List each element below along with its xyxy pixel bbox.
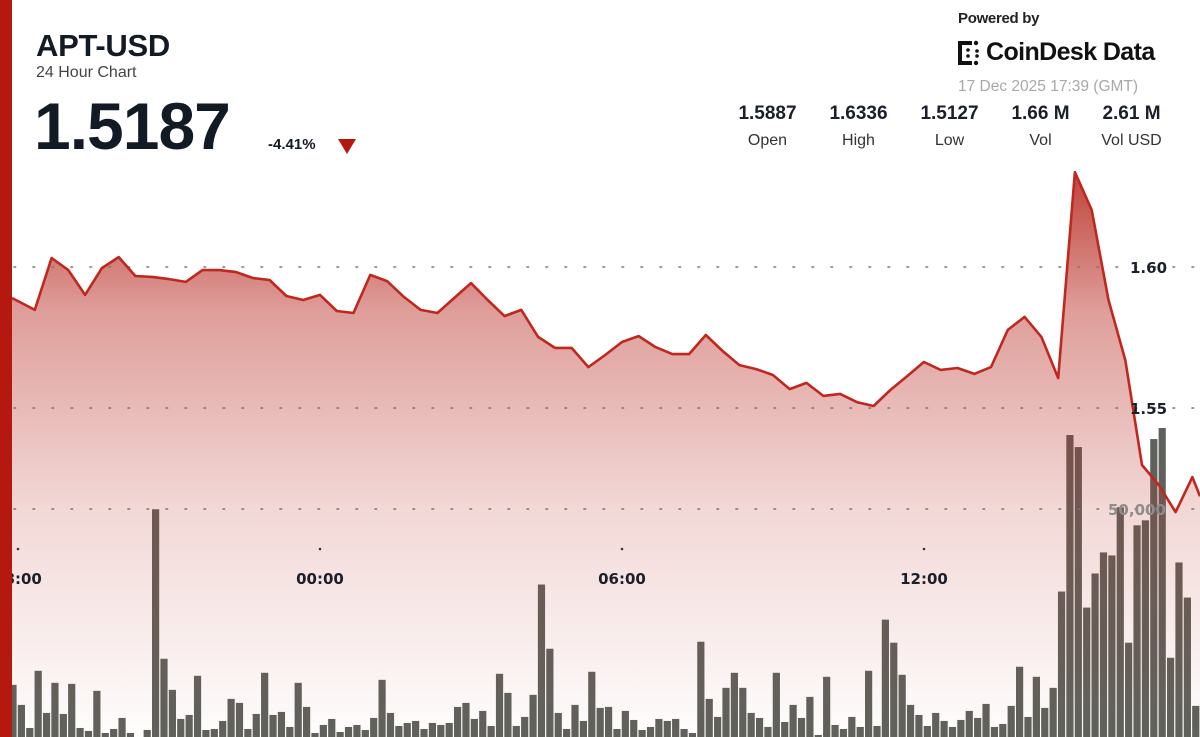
x-axis-ticks — [16, 547, 926, 551]
coindesk-logo-icon — [958, 40, 979, 65]
x-tick-label-12: 12:00 — [900, 570, 948, 588]
chart-subtitle: 24 Hour Chart — [36, 64, 137, 81]
x-tick-mark — [318, 547, 322, 551]
price-area — [12, 172, 1200, 737]
stat-label: Open — [747, 132, 788, 149]
stat-value: 1.66 M — [1011, 103, 1070, 124]
stat-value: 1.5887 — [738, 103, 797, 124]
stat-value: 1.5127 — [920, 103, 979, 124]
y-tick-label-1.55: 1.55 — [1130, 400, 1167, 418]
grid-lines — [13, 266, 1200, 510]
stat-open: 1.5887 Open — [722, 103, 813, 150]
stat-vol-usd: 2.61 M Vol USD — [1086, 103, 1177, 150]
powered-by-label: Powered by — [958, 10, 1040, 27]
current-price: 1.5187 — [34, 89, 231, 163]
stat-high: 1.6336 High — [813, 103, 904, 150]
price-change: -4.41% — [268, 136, 316, 153]
x-tick-mark — [922, 547, 926, 551]
stat-label: Vol — [1029, 132, 1052, 149]
x-tick-mark — [620, 547, 624, 551]
stat-value: 2.61 M — [1102, 103, 1161, 124]
stats-row: 1.5887 Open 1.6336 High 1.5127 Low 1.66 M Vo… — [722, 103, 1177, 150]
stat-low: 1.5127 Low — [904, 103, 995, 150]
down-triangle-icon — [338, 139, 356, 154]
accent-bar — [0, 0, 12, 737]
volume-tick-label: 50,000 — [1108, 501, 1166, 519]
stat-vol: 1.66 M Vol — [995, 103, 1086, 150]
symbol-title: APT-USD — [36, 28, 170, 63]
stat-label: Low — [934, 132, 965, 149]
logo-text: CoinDesk Data — [986, 38, 1155, 66]
stat-value: 1.6336 — [829, 103, 888, 124]
price-line — [11, 170, 1200, 514]
timestamp: 17 Dec 2025 17:39 (GMT) — [958, 78, 1139, 95]
stat-label: Vol USD — [1101, 132, 1162, 149]
coindesk-data-logo: CoinDesk Data — [957, 38, 1155, 67]
x-tick-label-06: 06:00 — [598, 570, 646, 588]
y-tick-label-1.60: 1.60 — [1130, 259, 1167, 277]
stat-label: High — [842, 132, 875, 149]
x-tick-label-00: 00:00 — [296, 570, 344, 588]
x-tick-mark — [16, 547, 20, 551]
